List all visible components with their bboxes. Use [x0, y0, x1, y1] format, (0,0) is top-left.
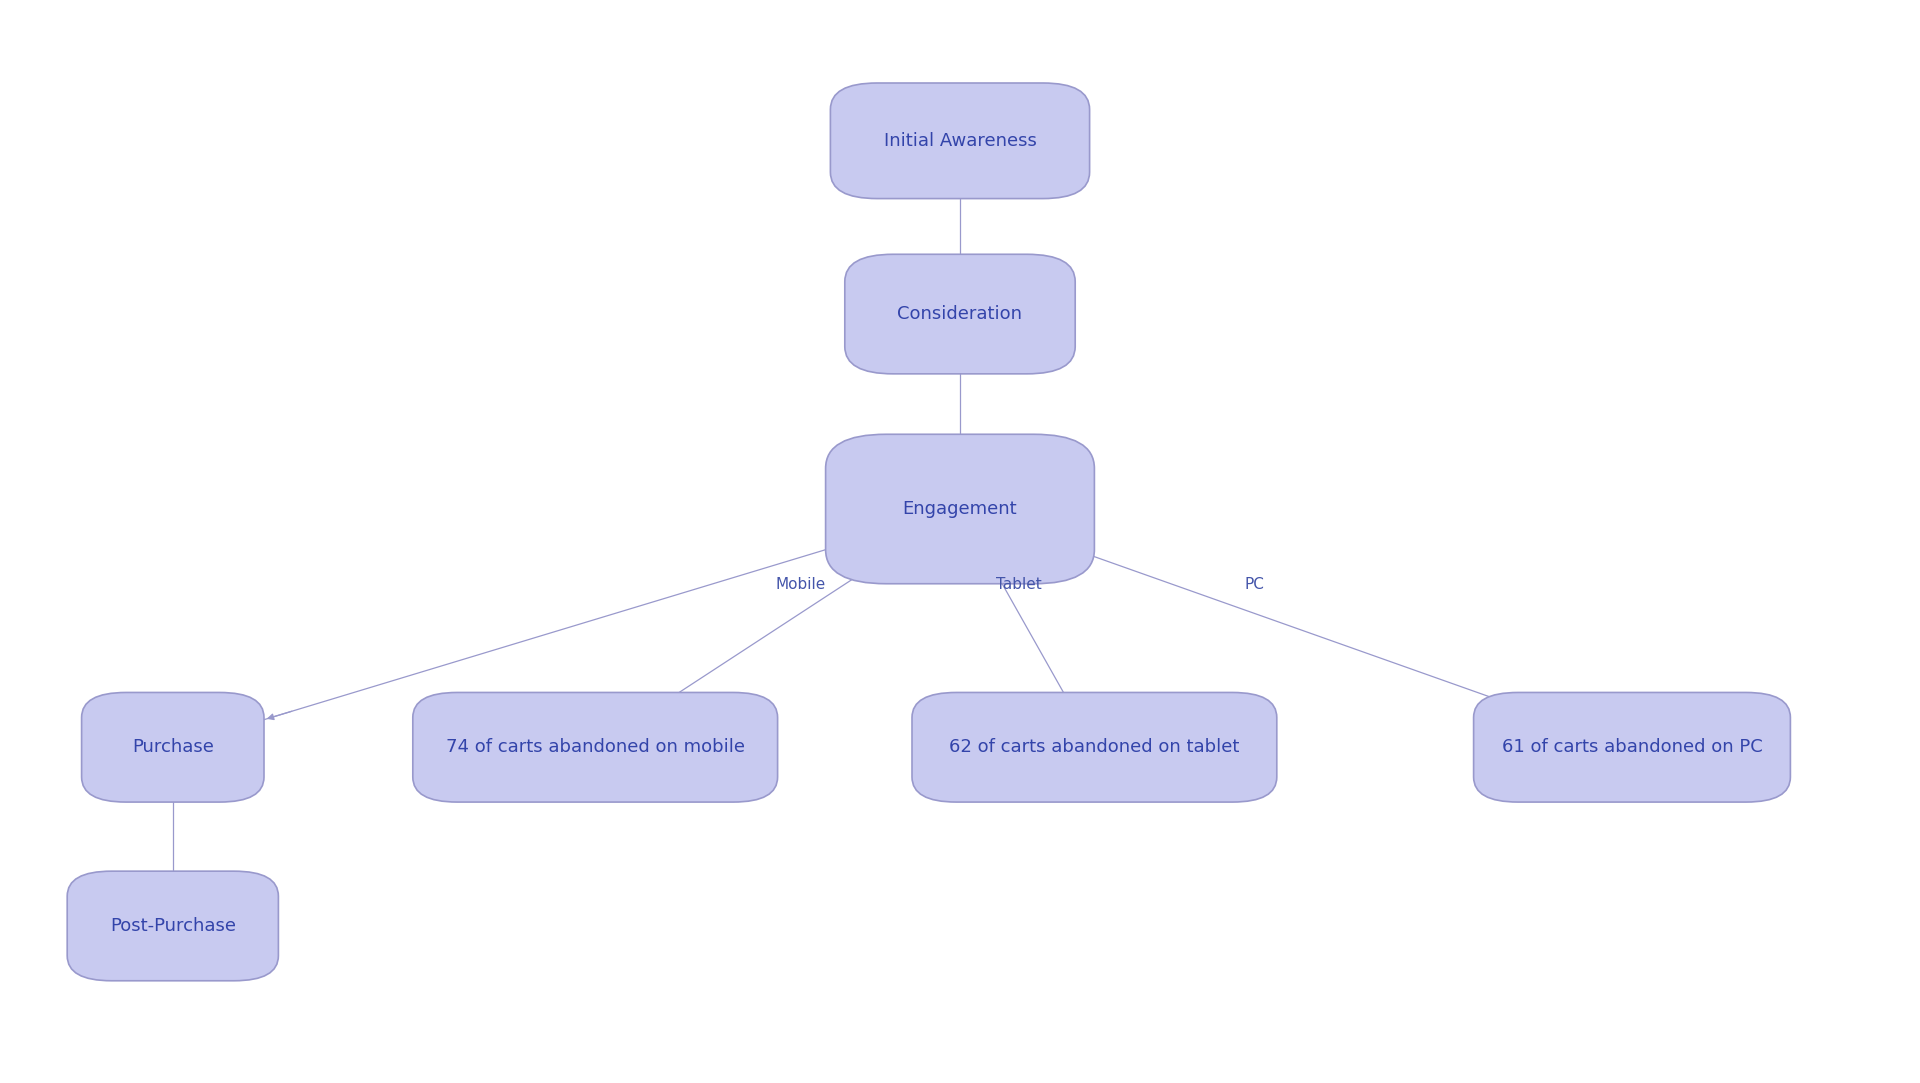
Text: 62 of carts abandoned on tablet: 62 of carts abandoned on tablet — [948, 739, 1240, 756]
Text: PC: PC — [1244, 577, 1265, 591]
FancyBboxPatch shape — [912, 692, 1277, 803]
Text: Post-Purchase: Post-Purchase — [109, 917, 236, 935]
Text: Tablet: Tablet — [996, 577, 1043, 591]
Text: Consideration: Consideration — [897, 305, 1023, 323]
Text: 61 of carts abandoned on PC: 61 of carts abandoned on PC — [1501, 739, 1763, 756]
Text: Engagement: Engagement — [902, 500, 1018, 518]
FancyBboxPatch shape — [845, 255, 1075, 374]
Text: 74 of carts abandoned on mobile: 74 of carts abandoned on mobile — [445, 739, 745, 756]
FancyBboxPatch shape — [413, 692, 778, 803]
Text: Mobile: Mobile — [776, 577, 826, 591]
FancyBboxPatch shape — [1475, 692, 1789, 803]
FancyBboxPatch shape — [829, 83, 1089, 198]
Text: Initial Awareness: Initial Awareness — [883, 132, 1037, 149]
FancyBboxPatch shape — [826, 434, 1094, 584]
FancyBboxPatch shape — [67, 871, 278, 981]
FancyBboxPatch shape — [81, 692, 265, 803]
Text: Purchase: Purchase — [132, 739, 213, 756]
